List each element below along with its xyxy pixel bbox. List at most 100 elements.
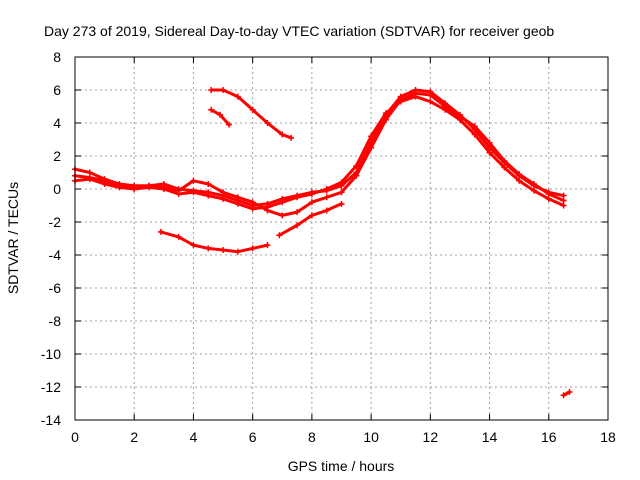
data-point (308, 212, 315, 219)
y-tick-label: -4 (49, 247, 62, 263)
data-point (294, 194, 301, 201)
data-point (516, 171, 523, 178)
data-point (501, 157, 508, 164)
y-tick-label: -14 (41, 412, 61, 428)
data-point (338, 189, 345, 196)
data-point (225, 121, 232, 128)
data-point (308, 199, 315, 206)
series-upper-segment-a (208, 87, 295, 141)
series-line (209, 88, 293, 140)
series-line (73, 95, 566, 211)
data-point (338, 179, 345, 186)
x-tick-label: 8 (308, 429, 316, 445)
x-tick-label: 14 (482, 429, 498, 445)
data-point (397, 96, 404, 103)
data-point (131, 184, 138, 191)
data-point (279, 131, 286, 138)
data-point (264, 120, 271, 126)
y-tick-label: -12 (41, 379, 61, 395)
data-point (208, 87, 215, 93)
y-tick-label: 2 (53, 148, 61, 164)
data-point (368, 144, 375, 151)
data-point (175, 187, 182, 194)
data-point (530, 181, 537, 188)
x-tick-label: 4 (190, 429, 198, 445)
data-point (205, 192, 212, 199)
data-point (217, 111, 224, 118)
data-point (294, 209, 301, 216)
y-axis-label: SDTVAR / TECUs (5, 182, 21, 294)
data-point (486, 139, 493, 146)
data-point (249, 245, 256, 252)
data-point (276, 232, 283, 239)
series-track-c (72, 90, 567, 219)
data-point (338, 200, 345, 207)
x-tick-label: 12 (423, 429, 439, 445)
data-point (160, 184, 167, 191)
data-point (249, 199, 256, 206)
y-tick-label: -2 (49, 214, 62, 230)
data-point (412, 90, 419, 97)
data-point (545, 190, 552, 197)
data-point (486, 149, 493, 156)
y-tick-label: -6 (49, 280, 62, 296)
data-point (294, 222, 301, 229)
data-point (220, 195, 227, 202)
data-point (427, 98, 434, 105)
x-tick-label: 10 (363, 429, 379, 445)
data-point (353, 162, 360, 169)
series-outlier (560, 388, 573, 399)
x-tick-label: 6 (249, 429, 257, 445)
x-tick-label: 18 (600, 429, 616, 445)
y-tick-label: -8 (49, 313, 62, 329)
data-point (323, 186, 330, 192)
data-point (208, 106, 215, 113)
data-point (264, 242, 271, 249)
x-tick-label: 0 (71, 429, 79, 445)
x-tick-label: 16 (541, 429, 557, 445)
data-point (86, 174, 93, 181)
data-point (323, 207, 330, 214)
y-tick-label: -10 (41, 346, 61, 362)
series-layer (72, 87, 573, 399)
chart-title: Day 273 of 2019, Sidereal Day-to-day VTE… (44, 23, 554, 39)
x-axis-label: GPS time / hours (288, 458, 395, 474)
data-point (234, 93, 241, 100)
data-point (116, 182, 123, 189)
data-point (382, 110, 389, 117)
data-point (190, 242, 197, 249)
data-point (234, 194, 241, 201)
data-point (264, 207, 271, 214)
x-tick-label: 2 (130, 429, 138, 445)
data-point (368, 133, 375, 140)
data-point (279, 212, 286, 219)
data-point (205, 181, 212, 188)
data-point (279, 199, 286, 206)
data-point (442, 103, 449, 110)
data-point (560, 392, 567, 399)
data-point (234, 200, 241, 207)
data-point (288, 134, 295, 141)
data-point (249, 106, 256, 113)
data-point (101, 177, 108, 184)
y-tick-label: 8 (53, 49, 61, 65)
y-tick-label: 6 (53, 82, 61, 98)
data-point (353, 172, 360, 179)
series-rising-segment (276, 200, 345, 239)
data-point (220, 189, 227, 196)
y-tick-label: 0 (53, 181, 61, 197)
tick-layer: 0 2 4 6 8 10 12 14 16 18 8 6 4 2 0 -2 -4 -6 -8 -10 -12 -14 (41, 49, 616, 445)
grid (75, 57, 608, 420)
series-line (277, 202, 343, 237)
data-point (471, 123, 478, 130)
data-point (427, 91, 434, 98)
data-point (471, 131, 478, 138)
data-point (382, 116, 389, 123)
data-point (249, 205, 256, 212)
data-point (190, 189, 197, 196)
data-point (175, 233, 182, 240)
data-point (566, 388, 573, 395)
series-track-b (72, 93, 567, 212)
